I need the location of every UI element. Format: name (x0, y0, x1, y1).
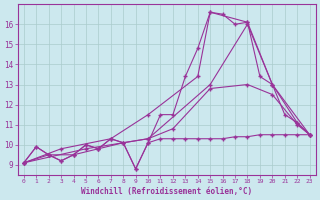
X-axis label: Windchill (Refroidissement éolien,°C): Windchill (Refroidissement éolien,°C) (81, 187, 252, 196)
